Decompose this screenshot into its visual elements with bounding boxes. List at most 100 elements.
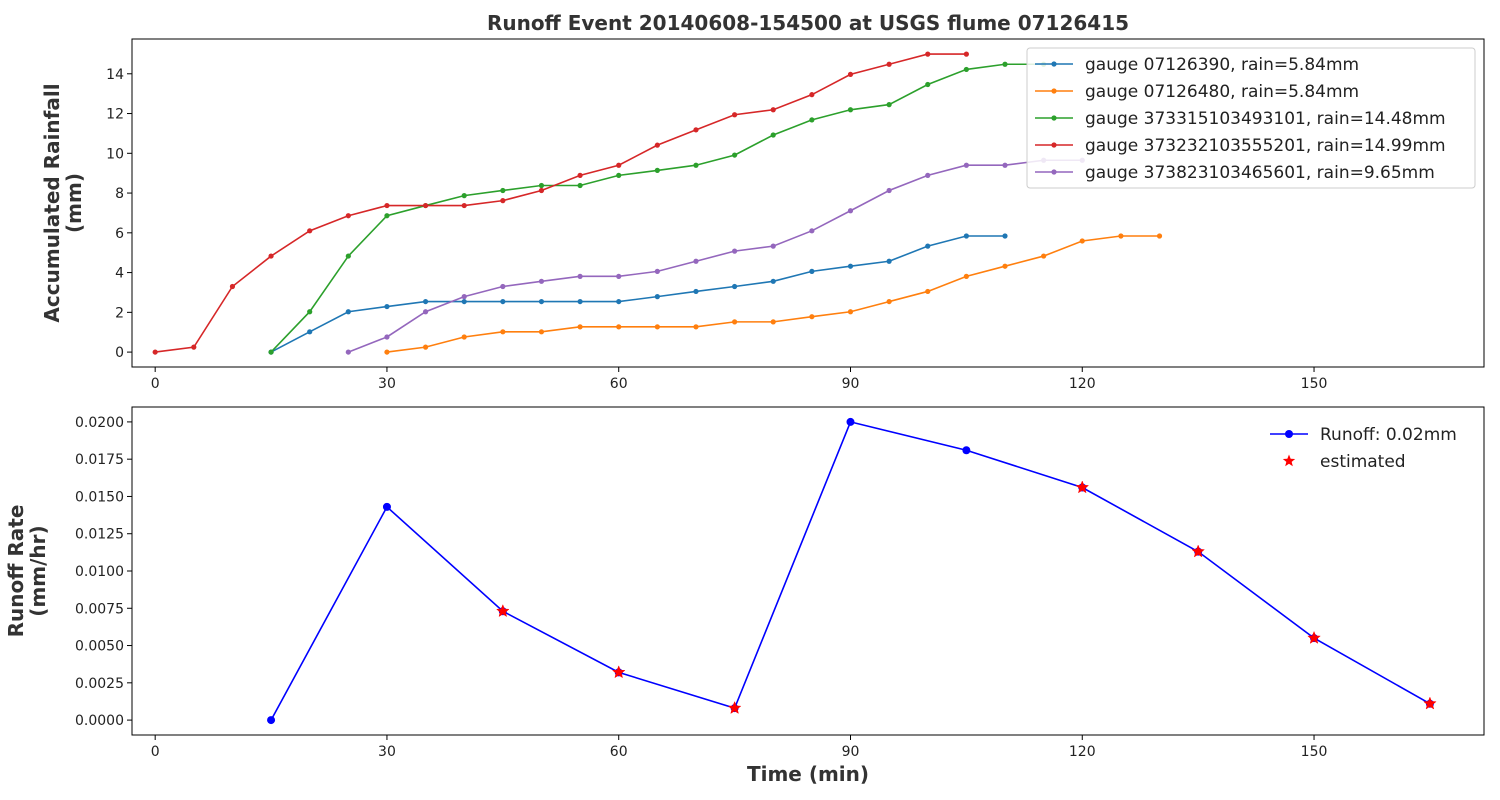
data-point — [384, 349, 390, 355]
data-point — [1118, 233, 1124, 239]
data-point — [1002, 61, 1008, 67]
data-point — [925, 243, 931, 249]
legend-label: Runoff: 0.02mm — [1320, 425, 1457, 445]
data-point — [345, 213, 351, 219]
chart-panel-1: 0 30 60 90 120 150 0 2 4 6 8 10 12 14 Runoff Event 201… — [40, 11, 1485, 392]
series-line — [155, 53, 967, 353]
legend-label: gauge 373315103493101, rain=14.48mm — [1085, 109, 1446, 129]
data-point — [616, 273, 622, 279]
legend-item: gauge 373823103465601, rain=9.65mm — [1035, 163, 1435, 183]
data-point — [500, 198, 506, 204]
data-point — [461, 193, 467, 199]
legend-frame — [1026, 47, 1476, 189]
y-tick-label: 0.0025 — [75, 676, 124, 692]
data-point — [847, 107, 854, 113]
x-tick-label: 30 — [378, 376, 396, 392]
legend-item: gauge 373232103555201, rain=14.99mm — [1035, 136, 1446, 156]
data-point — [925, 81, 931, 88]
data-point — [538, 329, 545, 335]
data-point — [1002, 263, 1008, 269]
data-point — [616, 162, 622, 168]
legend-marker — [1051, 115, 1057, 121]
data-point — [268, 349, 274, 355]
series-line — [270, 235, 1006, 353]
x-tick-label: 120 — [1069, 376, 1096, 392]
series-2 — [495, 480, 1437, 714]
data-point — [693, 324, 699, 330]
data-point — [500, 187, 506, 194]
data-point — [267, 716, 276, 725]
data-point — [384, 303, 390, 310]
x-tick-label: 120 — [1069, 744, 1096, 760]
data-point — [847, 71, 854, 77]
data-point — [577, 273, 583, 279]
data-point — [809, 228, 815, 234]
data-point — [616, 324, 622, 330]
legend-marker — [1051, 88, 1057, 94]
x-tick-label: 90 — [842, 376, 860, 392]
data-point — [191, 344, 197, 350]
y-tick-label: 0.0000 — [75, 713, 124, 729]
y-tick-label: 0.0125 — [75, 527, 124, 543]
y-tick-label: 14 — [106, 67, 124, 83]
data-point — [345, 253, 351, 259]
legend-marker — [1051, 61, 1057, 67]
data-point — [500, 329, 506, 335]
data-point — [732, 112, 738, 118]
data-point — [925, 172, 931, 178]
data-point-star — [1191, 544, 1205, 558]
legend-label: gauge 07126480, rain=5.84mm — [1085, 82, 1359, 102]
data-point — [886, 61, 892, 67]
data-point — [1041, 253, 1047, 259]
y-axis-title: Runoff Rate(mm/hr) — [4, 505, 50, 638]
legend-label: gauge 373232103555201, rain=14.99mm — [1085, 136, 1446, 156]
data-point — [654, 324, 660, 330]
y-axis-title-line: (mm/hr) — [26, 525, 50, 616]
y-tick-label: 0.0075 — [75, 601, 124, 617]
legend-marker-star — [1282, 454, 1296, 467]
y-axis-title: Accumulated Rainfall(mm) — [40, 83, 86, 322]
data-point — [538, 187, 545, 194]
data-point — [770, 132, 776, 138]
data-point — [847, 263, 854, 269]
data-point — [693, 127, 699, 133]
data-point — [654, 142, 660, 148]
series-line — [348, 159, 1083, 353]
chart-title: Runoff Event 20140608-154500 at USGS flu… — [487, 11, 1129, 35]
x-tick-label: 90 — [842, 744, 860, 760]
data-point — [732, 319, 738, 325]
y-tick-label: 10 — [106, 146, 124, 162]
data-point — [1079, 238, 1085, 244]
data-point — [307, 329, 313, 335]
data-point — [577, 324, 583, 330]
data-point — [693, 258, 699, 264]
data-point — [461, 334, 467, 340]
legend: Runoff: 0.02mm estimated — [1270, 425, 1457, 472]
data-point — [770, 107, 776, 113]
y-tick-label: 0 — [115, 345, 124, 361]
data-point — [963, 162, 969, 168]
legend-marker — [1051, 169, 1057, 175]
legend-item: Runoff: 0.02mm — [1270, 425, 1457, 445]
legend-item: estimated — [1282, 452, 1406, 472]
data-point — [886, 298, 892, 305]
chart-panel-2: 0 30 60 90 120 150 0.0000 0.0025 0.0050 0.0075 0.0… — [4, 406, 1485, 786]
data-point — [1002, 162, 1008, 168]
data-point — [461, 294, 467, 300]
data-point — [809, 92, 815, 98]
plot-frame — [131, 406, 1485, 736]
data-point — [770, 243, 776, 249]
data-point — [422, 202, 429, 209]
x-tick-label: 60 — [610, 376, 628, 392]
legend-item: gauge 07126390, rain=5.84mm — [1035, 55, 1359, 75]
data-point — [422, 298, 429, 305]
data-point-star — [611, 665, 626, 679]
data-point — [384, 334, 390, 340]
data-point — [382, 502, 391, 511]
data-point — [461, 298, 467, 305]
data-point — [500, 283, 506, 290]
y-tick-label: 0.0100 — [75, 564, 124, 580]
y-axis-title-line: (mm) — [62, 173, 86, 233]
data-point — [770, 319, 776, 325]
